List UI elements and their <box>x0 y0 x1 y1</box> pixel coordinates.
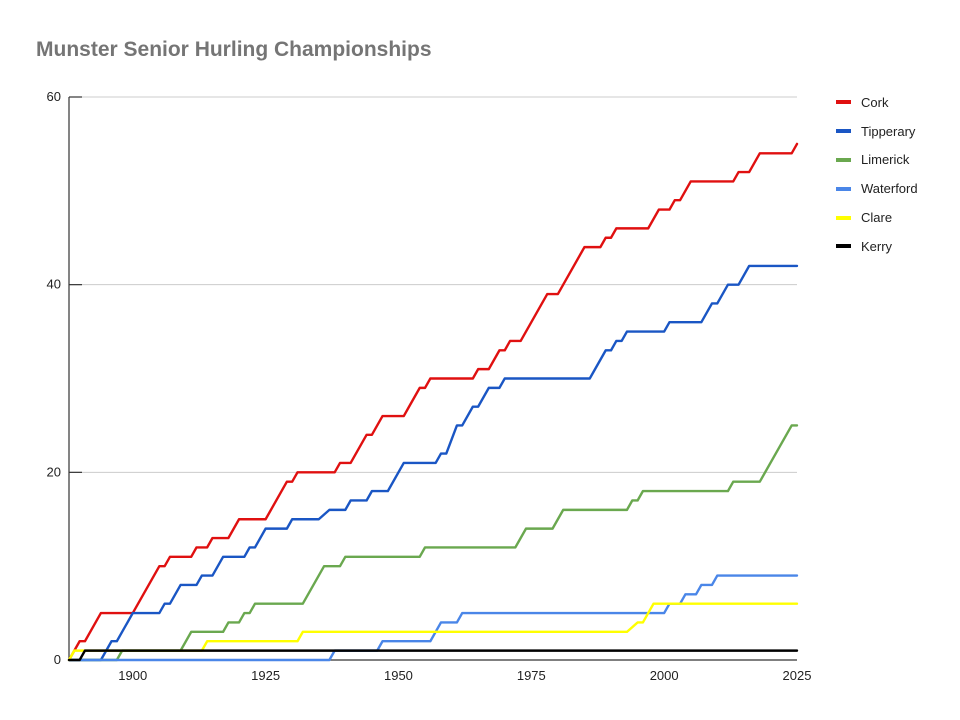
legend-swatch-tipperary <box>836 129 851 134</box>
legend-label-tipperary: Tipperary <box>861 123 916 139</box>
x-tick-label: 1900 <box>118 668 147 683</box>
x-tick-label: 1925 <box>251 668 280 683</box>
y-tick-label: 60 <box>47 89 61 104</box>
legend-item-clare: Clare <box>836 203 918 232</box>
legend-swatch-limerick <box>836 157 851 162</box>
legend-label-clare: Clare <box>861 210 893 226</box>
series-line-tipperary <box>67 264 799 662</box>
legend-swatch-clare <box>836 215 851 220</box>
legend: Cork Tipperary Limerick Waterford Clare … <box>836 88 918 261</box>
legend-label-cork: Cork <box>861 94 889 110</box>
x-tick-label: 2025 <box>783 668 812 683</box>
series-lines <box>67 142 799 662</box>
series-line-limerick <box>67 424 799 662</box>
x-tick-label: 2000 <box>650 668 679 683</box>
y-tick-label: 0 <box>54 652 61 667</box>
y-tick-label: 20 <box>47 464 61 479</box>
legend-swatch-kerry <box>836 244 851 249</box>
legend-item-limerick: Limerick <box>836 146 918 175</box>
x-tick-label: 1975 <box>517 668 546 683</box>
series-line-cork <box>67 142 799 662</box>
series-line-kerry <box>67 649 799 662</box>
legend-item-tipperary: Tipperary <box>836 117 918 146</box>
legend-label-kerry: Kerry <box>861 238 893 254</box>
chart-title: Munster Senior Hurling Championships <box>36 38 432 61</box>
x-tick-label: 1950 <box>384 668 413 683</box>
legend-label-waterford: Waterford <box>861 181 918 197</box>
gridlines <box>69 96 797 473</box>
legend-item-kerry: Kerry <box>836 232 918 261</box>
tick-labels: 0 20 40 60 1900 1925 1950 1975 2000 2025 <box>47 89 812 683</box>
legend-item-cork: Cork <box>836 88 918 117</box>
y-tick-label: 40 <box>47 277 61 292</box>
legend-item-waterford: Waterford <box>836 174 918 203</box>
legend-label-limerick: Limerick <box>861 152 910 168</box>
legend-swatch-cork <box>836 100 851 105</box>
legend-swatch-waterford <box>836 186 851 191</box>
